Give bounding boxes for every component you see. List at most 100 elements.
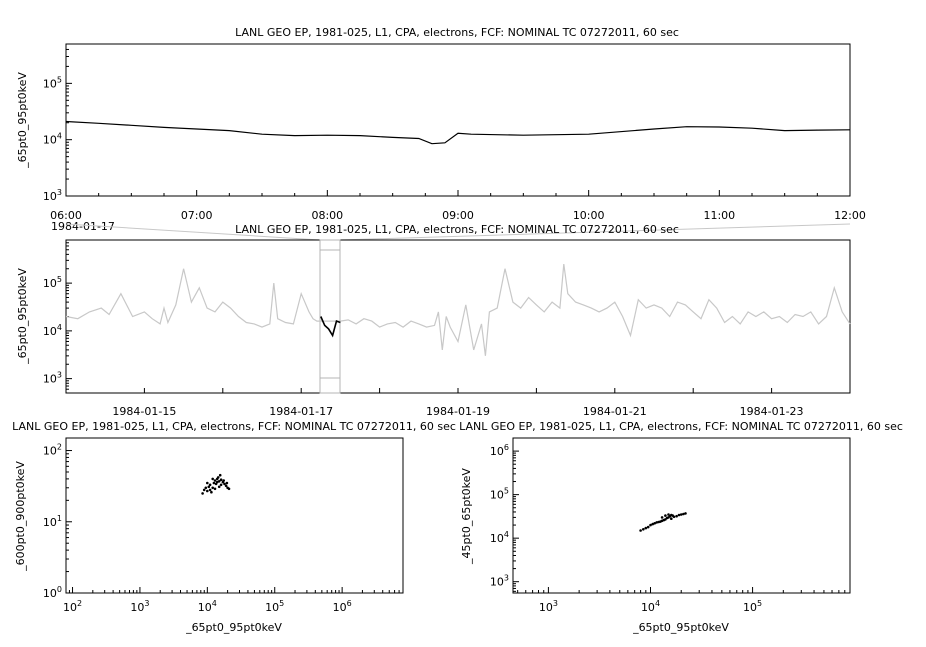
br-scatter-points (639, 512, 687, 532)
top-x-tick-label: 06:00 (50, 209, 82, 222)
br-scatter-point (677, 513, 681, 517)
bl-y-tick-label: 102 (43, 443, 62, 458)
zoom-connector-left (65, 223, 321, 241)
bl-y-label: _600pt0_900pt0keV (14, 461, 27, 572)
br-y-tick-label: 104 (490, 530, 509, 545)
top-x-tick-label: 11:00 (703, 209, 735, 222)
middle-panel: LANL GEO EP, 1981-025, L1, CPA, electron… (16, 223, 851, 418)
br-scatter-point (642, 528, 645, 531)
bl-x-axis: 102 103 104 105 106 (63, 587, 404, 614)
top-plot-frame (65, 43, 851, 197)
br-scatter-point (675, 514, 678, 518)
br-x-tick-label: 103 (539, 599, 558, 614)
bottom-left-panel: LANL GEO EP, 1981-025, L1, CPA, electron… (12, 420, 456, 634)
bl-scatter-point (206, 489, 209, 493)
bl-scatter-point (211, 486, 214, 490)
bl-scatter-point (213, 479, 217, 482)
bl-scatter-point (212, 481, 216, 485)
top-x-tick-label: 12:00 (834, 209, 866, 222)
bl-scatter-point (223, 482, 226, 486)
top-y-tick-label: 105 (43, 75, 62, 90)
bl-scatter-point (217, 485, 221, 489)
top-y-axis: 103 104 105 (43, 43, 72, 203)
br-y-label: _45pt0_65pt0keV (460, 468, 473, 565)
bl-scatter-point (207, 485, 211, 489)
br-x-tick-label: 105 (743, 599, 762, 614)
top-x-axis: 06:00 07:00 08:00 09:00 10:00 11:00 12:00 (50, 190, 866, 222)
bl-scatter-point (213, 487, 217, 491)
br-scatter-point (660, 516, 664, 519)
bl-scatter-point (217, 480, 221, 483)
bl-y-axis: 100 101 102 (43, 443, 72, 600)
br-y-tick-label: 106 (490, 443, 509, 458)
mid-x-tick-label: 1984-01-19 (426, 405, 490, 418)
mid-y-tick-label: 103 (43, 371, 62, 386)
bl-scatter-point (216, 476, 220, 479)
mid-x-tick-label: 1984-01-17 (269, 405, 333, 418)
br-scatter-point (653, 522, 656, 525)
bl-scatter-point (206, 481, 209, 485)
bl-y-tick-label: 100 (43, 585, 62, 600)
mid-x-tick-label: 1984-01-15 (112, 405, 176, 418)
top-y-tick-label: 104 (43, 132, 62, 147)
bl-x-label: _65pt0_95pt0keV (185, 621, 282, 634)
br-scatter-point (684, 512, 687, 515)
br-scatter-point (679, 513, 683, 516)
bl-scatter-points (201, 473, 231, 495)
br-x-axis: 103 104 105 (517, 587, 851, 614)
br-scatter-point (644, 526, 648, 530)
bl-scatter-point (210, 490, 213, 494)
top-y-label: _65pt0_95pt0keV (16, 72, 29, 169)
br-scatter-point (667, 513, 670, 516)
middle-y-axis: 103 104 105 (43, 239, 72, 394)
top-x-tick-label: 07:00 (181, 209, 213, 222)
bl-scatter-point (215, 480, 219, 484)
bl-scatter-point (201, 492, 204, 495)
bottom-right-panel: LANL GEO EP, 1981-025, L1, CPA, electron… (459, 420, 903, 634)
br-x-tick-label: 104 (641, 599, 660, 614)
bl-x-tick-label: 105 (265, 599, 284, 614)
br-y-tick-label: 103 (490, 574, 509, 589)
bl-x-tick-label: 106 (333, 599, 352, 614)
bl-scatter-point (208, 488, 212, 492)
bl-scatter-point (224, 484, 228, 488)
top-series-line (65, 120, 851, 145)
middle-x-axis: 1984-01-15 1984-01-17 1984-01-19 1984-01-21… (65, 388, 851, 418)
br-scatter-point (664, 514, 667, 517)
br-scatter-point (670, 517, 673, 520)
br-scatter-point (672, 515, 676, 519)
bl-scatter-point (222, 479, 225, 482)
bl-y-tick-label: 101 (43, 514, 62, 529)
bl-scatter-point (227, 487, 231, 491)
br-scatter-point (649, 523, 652, 527)
top-x-tick-label: 08:00 (311, 209, 343, 222)
br-y-axis: 103 104 105 106 (490, 437, 519, 592)
mid-y-tick-label: 104 (43, 323, 62, 338)
middle-series-highlight-line (320, 316, 341, 338)
br-scatter-point (646, 525, 650, 529)
bl-title: LANL GEO EP, 1981-025, L1, CPA, electron… (12, 420, 456, 433)
top-date-label: 1984-01-17 (51, 220, 115, 233)
middle-series-context-line (65, 264, 851, 356)
bl-scatter-point (202, 488, 206, 492)
top-panel: LANL GEO EP, 1981-025, L1, CPA, electron… (16, 26, 866, 233)
br-scatter-point (651, 522, 654, 526)
bl-x-tick-label: 102 (63, 599, 82, 614)
middle-title: LANL GEO EP, 1981-025, L1, CPA, electron… (235, 223, 679, 236)
top-title: LANL GEO EP, 1981-025, L1, CPA, electron… (235, 26, 679, 39)
br-y-tick-label: 105 (490, 487, 509, 502)
br-x-label: _65pt0_95pt0keV (632, 621, 729, 634)
br-title: LANL GEO EP, 1981-025, L1, CPA, electron… (459, 420, 903, 433)
bl-scatter-point (208, 483, 212, 487)
mid-x-tick-label: 1984-01-21 (583, 405, 647, 418)
bl-plot-frame (65, 437, 404, 594)
bl-x-tick-label: 104 (198, 599, 217, 614)
bl-scatter-point (219, 483, 223, 487)
bl-x-tick-label: 103 (130, 599, 149, 614)
zoom-connector-right (339, 223, 851, 241)
bl-scatter-point (204, 486, 208, 490)
br-scatter-point (682, 512, 685, 516)
bl-scatter-point (225, 481, 229, 485)
top-x-tick-label: 10:00 (573, 209, 605, 222)
